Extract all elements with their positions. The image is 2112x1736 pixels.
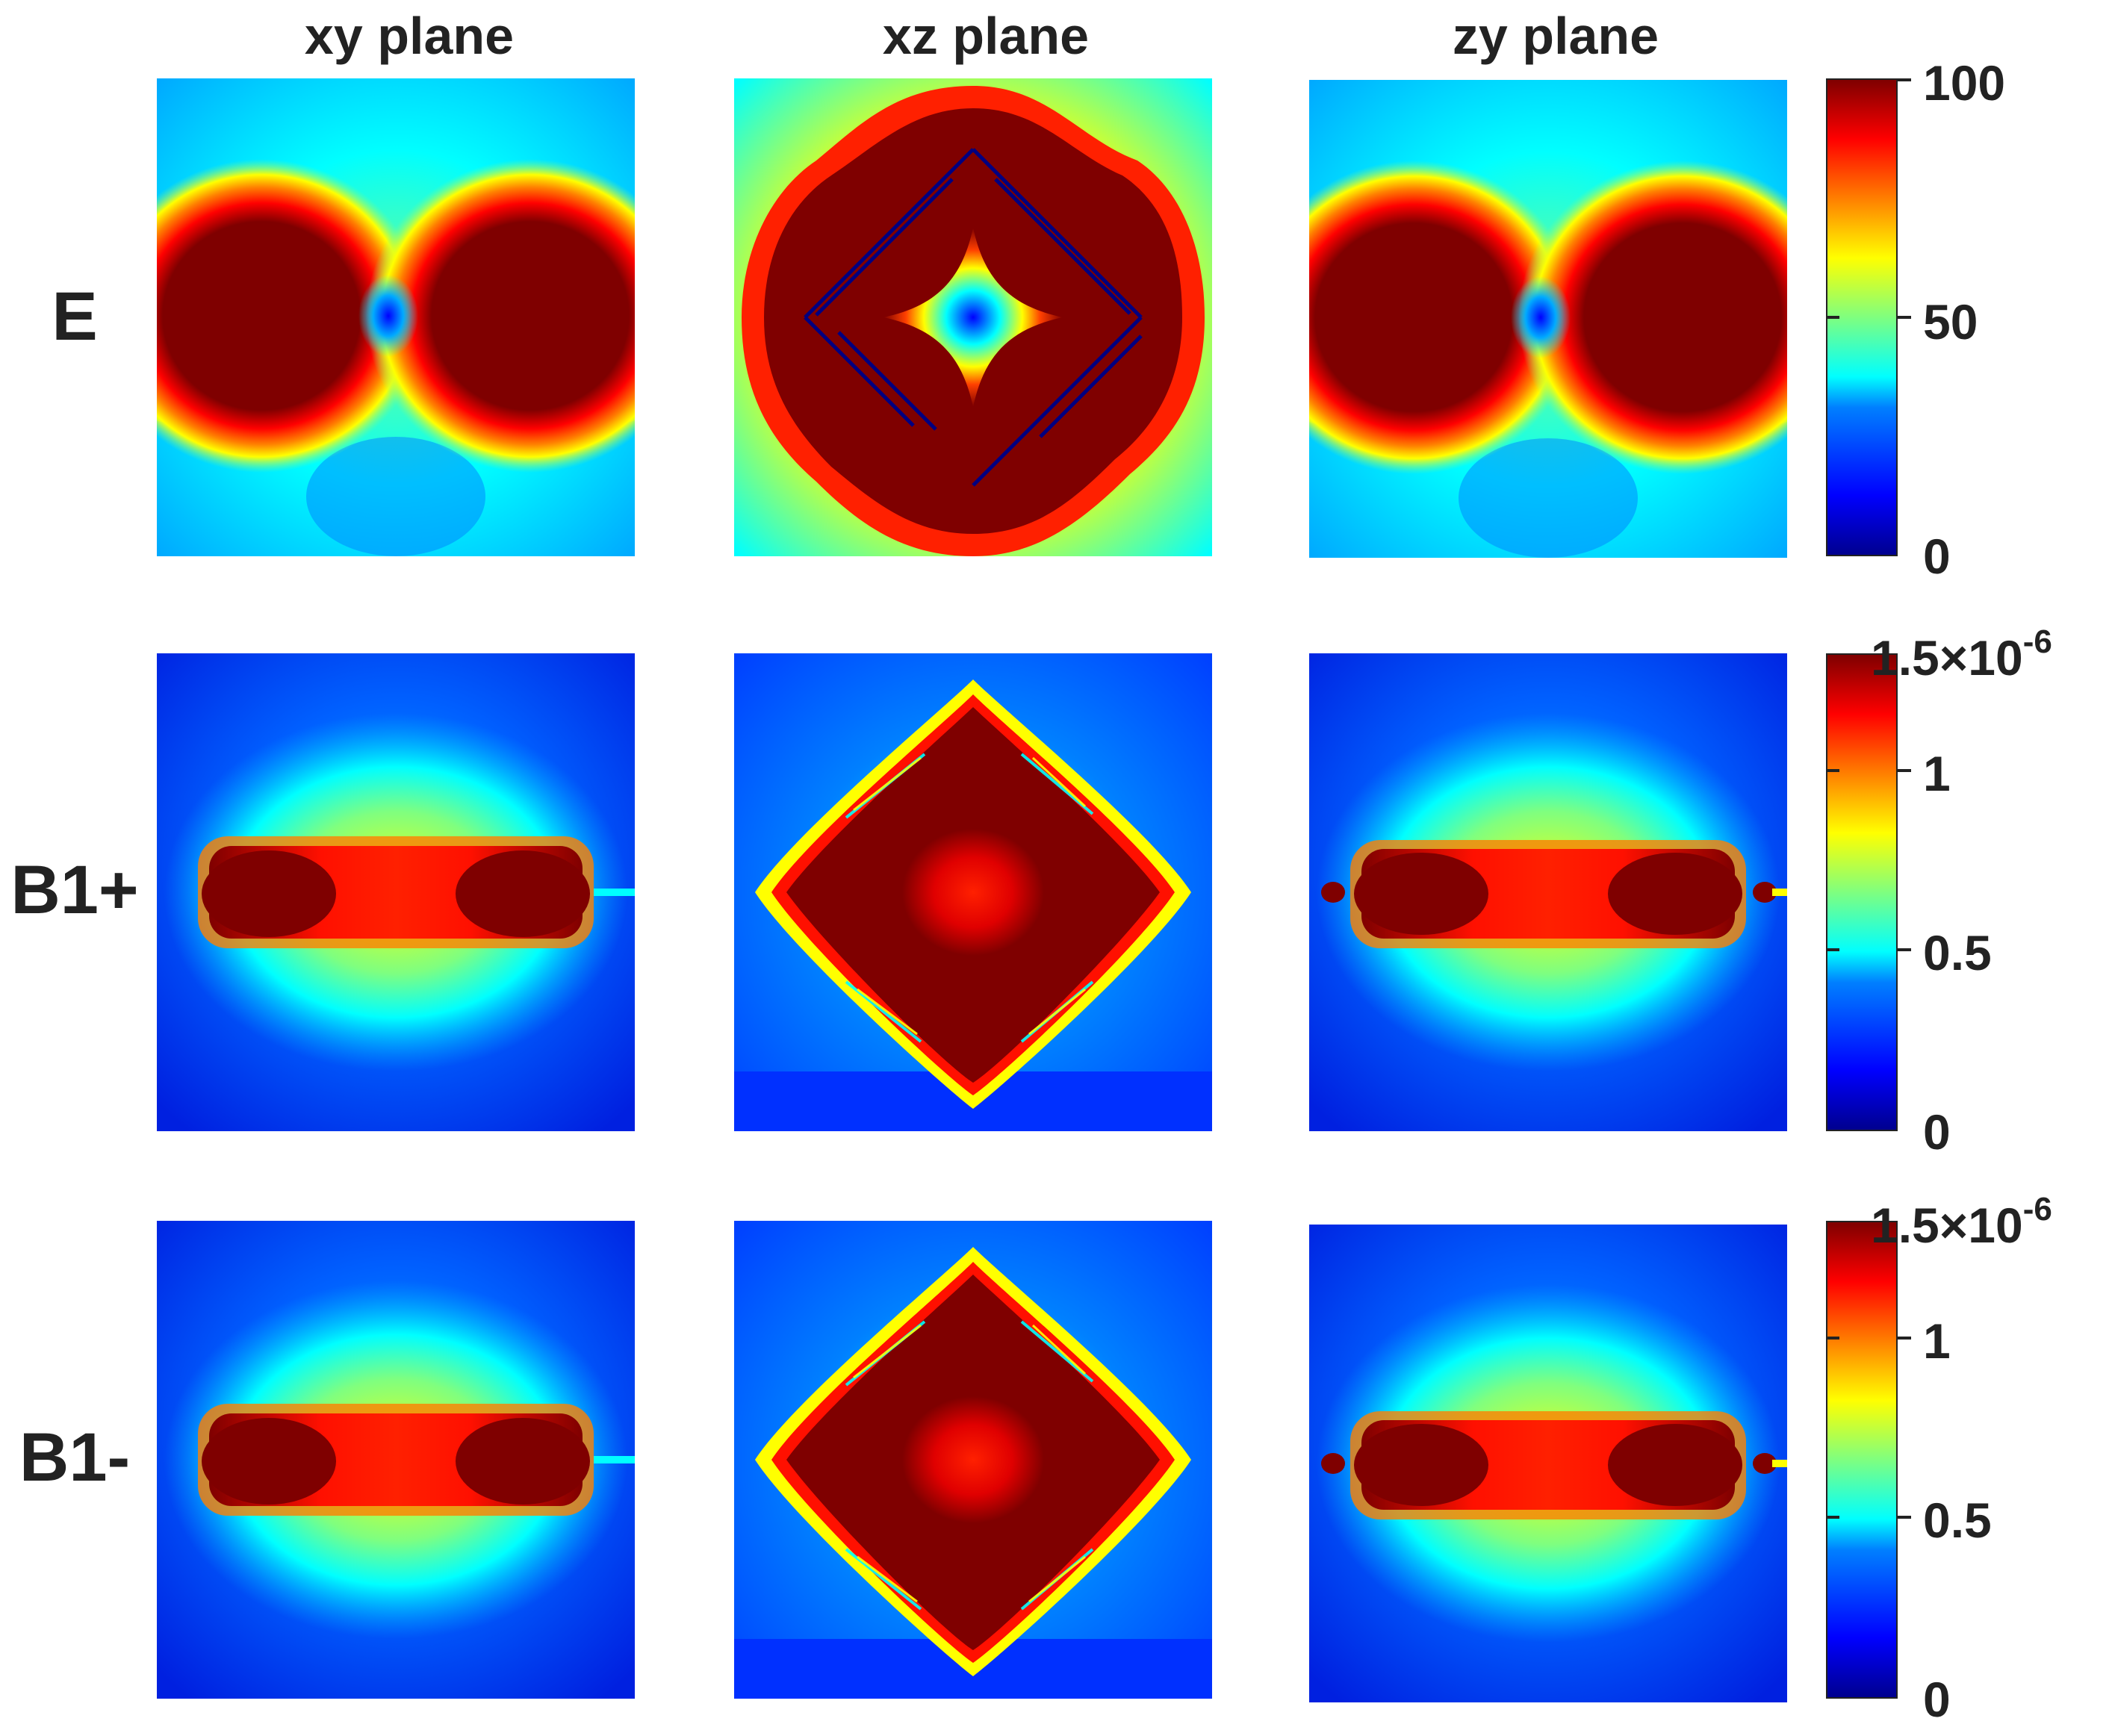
heatmap-b1minus-zy (1309, 1225, 1787, 1702)
heatmap-b1plus-xz (734, 653, 1212, 1131)
colorbar-b1minus-tick-0.5-inner (1826, 1516, 1839, 1519)
colorbar-b1minus-label-0: 0 (1923, 1672, 1951, 1727)
colorbar-b1minus (1826, 1221, 1898, 1699)
colorbar-b1plus-label-0: 0 (1923, 1104, 1951, 1160)
colorbar-b1plus (1826, 653, 1898, 1131)
colorbar-b1plus-tick-1-inner (1826, 769, 1839, 772)
column-title-zy: zy plane (1452, 7, 1659, 65)
colorbar-b1minus-tick-1-inner (1826, 1337, 1839, 1340)
colorbar-b1plus-tick-1 (1898, 769, 1911, 772)
heatmap-b1plus-zy (1309, 653, 1787, 1131)
column-title-xy: xy plane (304, 7, 515, 65)
heatmap-b1plus-xy (157, 653, 635, 1131)
heatmap-e-zy (1309, 80, 1787, 558)
colorbar-e-label-100: 100 (1923, 55, 2006, 111)
heatmap-e-xz (734, 78, 1212, 556)
colorbar-e-tick-50 (1898, 316, 1911, 319)
colorbar-b1minus-label-0.5: 0.5 (1923, 1493, 1992, 1548)
colorbar-b1plus-label-1: 1 (1923, 746, 1951, 801)
colorbar-b1plus-tick-0.5-inner (1826, 948, 1839, 951)
colorbar-b1minus-tick-1 (1898, 1337, 1911, 1340)
colorbar-b1minus-label-top: 1.5×10-6 (1871, 1191, 2052, 1253)
colorbar-b1minus-label-1: 1 (1923, 1313, 1951, 1369)
colorbar-b1plus-label-0.5: 0.5 (1923, 925, 1992, 980)
colorbar-b1plus-tick-0.5 (1898, 948, 1911, 951)
colorbar-b1plus-label-top: 1.5×10-6 (1871, 623, 2052, 685)
colorbar-b1minus-tick-0.5 (1898, 1516, 1911, 1519)
colorbar-e-label-0: 0 (1923, 529, 1951, 584)
heatmap-b1minus-xz (734, 1221, 1212, 1699)
row-label-b1-plus: B1+ (10, 852, 139, 928)
colorbar-e-tick-100 (1898, 78, 1911, 81)
colorbar-b1minus-exponent: -6 (2022, 1191, 2052, 1228)
colorbar-b1plus-exponent: -6 (2022, 623, 2052, 660)
heatmap-e-xy (157, 78, 635, 556)
colorbar-e-label-50: 50 (1923, 294, 1978, 349)
colorbar-b1minus-label-top-base: 1.5×10 (1871, 1198, 2023, 1253)
colorbar-e-tick-50-inner (1826, 316, 1839, 319)
row-label-b1-minus: B1- (19, 1419, 131, 1496)
column-title-xz: xz plane (882, 7, 1090, 65)
colorbar-b1plus-label-top-base: 1.5×10 (1871, 630, 2023, 685)
heatmap-b1minus-xy (157, 1221, 635, 1699)
row-label-e: E (52, 279, 98, 355)
